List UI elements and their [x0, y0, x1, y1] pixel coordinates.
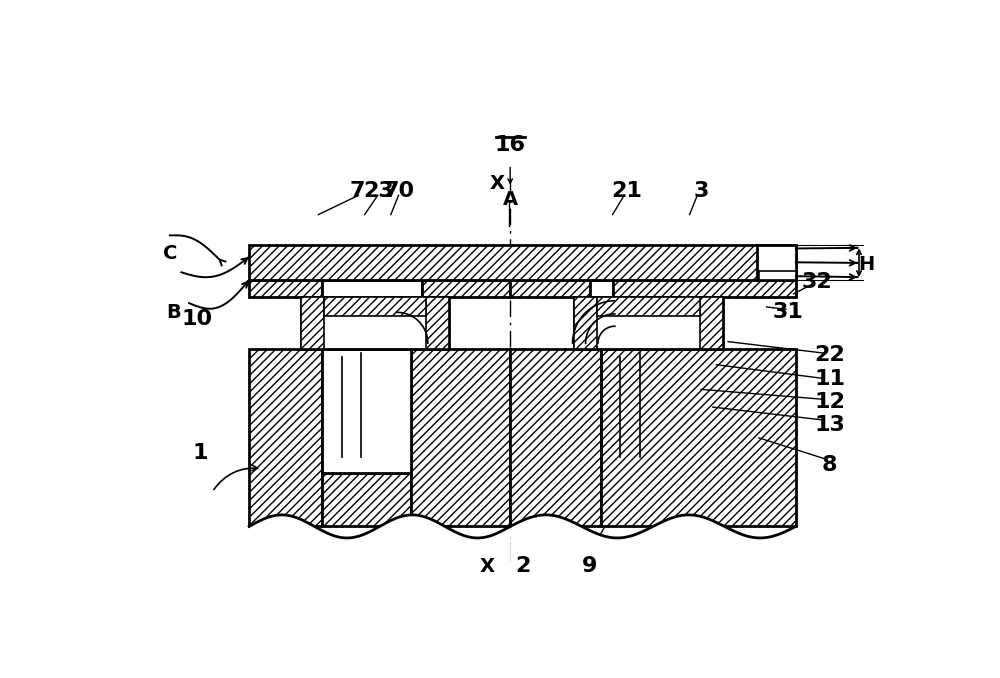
Bar — [510, 349, 601, 526]
Text: 11: 11 — [814, 369, 845, 388]
Text: 22: 22 — [814, 346, 845, 365]
Bar — [249, 349, 322, 526]
Bar — [411, 349, 510, 526]
Text: X: X — [480, 557, 495, 576]
Text: 23: 23 — [363, 182, 394, 201]
Text: 13: 13 — [814, 415, 845, 435]
Bar — [590, 280, 613, 297]
Text: 12: 12 — [814, 392, 845, 412]
Text: H: H — [859, 255, 875, 274]
Bar — [422, 280, 510, 297]
Text: X: X — [490, 174, 505, 193]
Bar — [249, 280, 322, 297]
Bar — [700, 297, 723, 349]
Bar — [301, 297, 449, 349]
Text: 16: 16 — [495, 136, 526, 155]
Text: 32: 32 — [801, 272, 832, 292]
Text: 3: 3 — [693, 182, 709, 201]
Text: 7: 7 — [349, 182, 365, 201]
Bar — [510, 280, 590, 297]
Text: A: A — [503, 190, 518, 209]
Text: B: B — [166, 303, 181, 322]
Bar — [597, 297, 700, 316]
Bar — [322, 349, 411, 473]
Text: 31: 31 — [773, 302, 804, 322]
Text: 21: 21 — [611, 182, 642, 201]
Text: 1: 1 — [193, 443, 208, 463]
Polygon shape — [249, 515, 510, 603]
Bar — [322, 473, 411, 526]
Text: 2: 2 — [516, 557, 531, 576]
Bar — [426, 297, 449, 349]
Bar — [301, 297, 324, 349]
Text: 8: 8 — [822, 455, 837, 475]
Bar — [757, 245, 796, 280]
Polygon shape — [510, 515, 796, 603]
Text: 10: 10 — [181, 308, 212, 329]
Bar — [322, 280, 422, 297]
Bar — [759, 271, 796, 280]
Bar — [613, 280, 796, 297]
Bar — [324, 297, 426, 316]
Text: 70: 70 — [384, 182, 415, 201]
Bar — [574, 297, 597, 349]
Bar — [601, 349, 796, 526]
Text: 9: 9 — [582, 557, 597, 576]
Bar — [249, 245, 796, 280]
Text: C: C — [163, 243, 177, 262]
Bar — [574, 297, 723, 349]
